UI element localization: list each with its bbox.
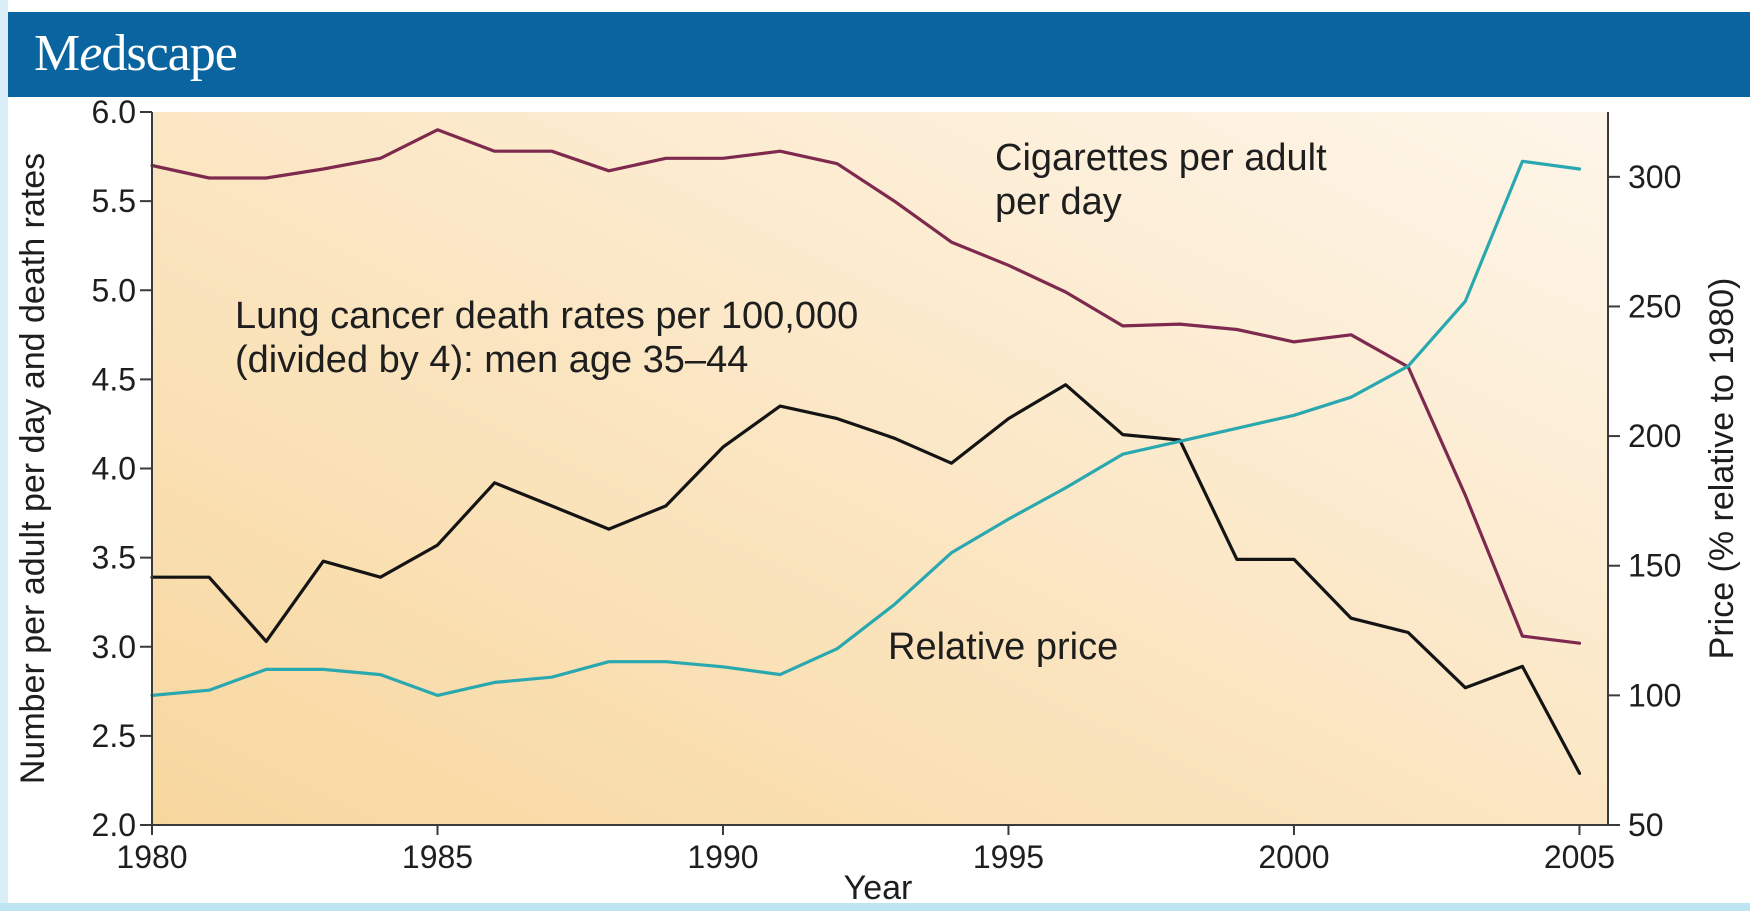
y2-tick-label: 250	[1628, 288, 1681, 324]
line-chart: 2.0 2.5 3.0 3.5 4.0 4.5 5.0 5.5 6.0 50 100 150 200 25…	[14, 97, 1741, 903]
header-bar: Medscape	[8, 12, 1750, 97]
logo-part-m: M	[34, 25, 80, 82]
y2-tick-label: 300	[1628, 159, 1681, 195]
label-lung-cancer-line-1: Lung cancer death rates per 100,000	[235, 295, 858, 337]
y-axis-title-right: Price (% relative to 1980)	[1703, 278, 1741, 660]
plot-background	[152, 112, 1608, 825]
x-tick-label: 1985	[402, 839, 473, 875]
series-line-1	[150, 383, 1582, 775]
y-tick-label: 4.5	[92, 361, 136, 397]
series-line-2	[150, 159, 1582, 698]
y-tick-label: 6.0	[92, 97, 136, 130]
bottom-edge-bar	[0, 903, 1750, 911]
y2-tick-label: 50	[1628, 807, 1664, 843]
left-edge-strip	[0, 0, 8, 911]
series-line-0	[150, 128, 1582, 645]
label-relative-price: Relative price	[888, 626, 1118, 668]
x-tick-label: 1990	[687, 839, 758, 875]
label-cigarettes-line-2: per day	[995, 181, 1122, 223]
x-tick-label: 2005	[1544, 839, 1615, 875]
x-tick-label: 2000	[1258, 839, 1329, 875]
y2-tick-label: 200	[1628, 418, 1681, 454]
y-tick-label: 2.0	[92, 807, 136, 843]
y-tick-label: 2.5	[92, 718, 136, 754]
y-tick-label: 5.5	[92, 183, 136, 219]
label-lung-cancer-line-2: (divided by 4): men age 35–44	[235, 339, 748, 381]
x-axis-title: Year	[844, 869, 913, 903]
y-axis-title-left: Number per adult per day and death rates	[14, 153, 52, 784]
medscape-logo[interactable]: Medscape	[34, 24, 238, 84]
y2-tick-label: 150	[1628, 548, 1681, 584]
series-layer	[150, 128, 1582, 775]
axes-layer: 2.0 2.5 3.0 3.5 4.0 4.5 5.0 5.5 6.0 50 100 150 200 25…	[92, 97, 1682, 875]
y-tick-label: 5.0	[92, 272, 136, 308]
x-tick-label: 1995	[973, 839, 1044, 875]
y2-tick-label: 100	[1628, 677, 1681, 713]
x-tick-label: 1980	[116, 839, 187, 875]
label-cigarettes-line-1: Cigarettes per adult	[995, 137, 1327, 179]
y-tick-label: 3.5	[92, 540, 136, 576]
y-tick-label: 4.0	[92, 451, 136, 487]
logo-part-rest: dscape	[101, 25, 237, 82]
logo-part-e: e	[79, 25, 102, 82]
y-tick-label: 3.0	[92, 629, 136, 665]
